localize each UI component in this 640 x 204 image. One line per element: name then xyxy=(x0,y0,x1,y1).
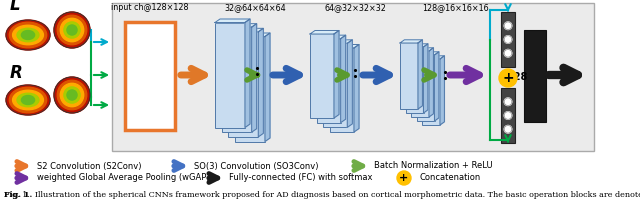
Ellipse shape xyxy=(13,25,44,45)
Polygon shape xyxy=(221,24,257,27)
Polygon shape xyxy=(440,56,444,125)
Text: weighted Global Average Pooling (wGAP): weighted Global Average Pooling (wGAP) xyxy=(37,173,210,183)
Ellipse shape xyxy=(13,90,44,110)
Ellipse shape xyxy=(10,87,47,113)
Circle shape xyxy=(397,171,411,185)
Text: Concatenation: Concatenation xyxy=(419,173,480,183)
Polygon shape xyxy=(330,44,359,48)
Text: +: + xyxy=(502,71,514,85)
Circle shape xyxy=(504,125,512,133)
Circle shape xyxy=(504,98,512,105)
Ellipse shape xyxy=(64,22,80,38)
Bar xyxy=(228,32,259,137)
Bar xyxy=(317,39,340,123)
Ellipse shape xyxy=(54,77,90,113)
Bar xyxy=(125,22,175,130)
Text: SO(3) Convolution (SO3Conv): SO(3) Convolution (SO3Conv) xyxy=(194,162,319,171)
Polygon shape xyxy=(406,44,428,47)
Bar xyxy=(400,43,418,109)
Polygon shape xyxy=(417,52,439,55)
FancyBboxPatch shape xyxy=(112,3,594,151)
Bar xyxy=(422,59,440,125)
Bar xyxy=(501,88,515,143)
Polygon shape xyxy=(429,48,433,117)
Text: Fig. 1.  Illustration of the spherical CNNs framework proposed for AD diagnosis : Fig. 1. Illustration of the spherical CN… xyxy=(4,191,640,199)
Ellipse shape xyxy=(60,18,84,42)
Text: Fig. 1.: Fig. 1. xyxy=(4,191,32,199)
Polygon shape xyxy=(418,40,422,109)
Ellipse shape xyxy=(64,87,80,103)
Ellipse shape xyxy=(17,93,39,107)
Circle shape xyxy=(504,22,512,30)
Bar xyxy=(235,37,265,142)
Bar xyxy=(310,34,334,118)
Ellipse shape xyxy=(6,85,50,115)
Bar xyxy=(501,12,515,67)
Text: 128: 128 xyxy=(508,72,528,82)
Polygon shape xyxy=(334,31,339,118)
Polygon shape xyxy=(215,19,250,22)
Bar xyxy=(411,51,429,117)
Polygon shape xyxy=(252,24,257,132)
Text: input ch@128×128: input ch@128×128 xyxy=(111,3,189,12)
Bar xyxy=(323,43,348,127)
Bar xyxy=(417,55,435,121)
Ellipse shape xyxy=(6,20,50,50)
Circle shape xyxy=(504,112,512,119)
Bar xyxy=(524,30,546,122)
Polygon shape xyxy=(323,40,353,43)
Polygon shape xyxy=(310,31,339,34)
Polygon shape xyxy=(228,28,263,32)
Text: 128@16×16×16: 128@16×16×16 xyxy=(422,3,488,12)
Text: Batch Normalization + ReLU: Batch Normalization + ReLU xyxy=(374,162,493,171)
Ellipse shape xyxy=(21,95,35,104)
Circle shape xyxy=(499,69,517,87)
Polygon shape xyxy=(265,33,270,142)
Polygon shape xyxy=(340,35,346,123)
Text: 64@32×32×32: 64@32×32×32 xyxy=(324,3,386,12)
Bar xyxy=(406,47,424,113)
Text: S2 Convolution (S2Conv): S2 Convolution (S2Conv) xyxy=(37,162,141,171)
Text: +: + xyxy=(399,173,408,183)
Ellipse shape xyxy=(21,31,35,40)
Ellipse shape xyxy=(17,28,39,42)
Circle shape xyxy=(504,36,512,43)
Polygon shape xyxy=(422,56,444,59)
Polygon shape xyxy=(400,40,422,43)
Polygon shape xyxy=(235,33,270,37)
Text: Fully-connected (FC) with softmax: Fully-connected (FC) with softmax xyxy=(229,173,372,183)
Polygon shape xyxy=(424,44,428,113)
Ellipse shape xyxy=(67,25,77,35)
Polygon shape xyxy=(317,35,346,39)
Bar xyxy=(330,48,354,132)
Text: L: L xyxy=(10,0,20,14)
Text: 32@64×64×64: 32@64×64×64 xyxy=(224,3,286,12)
Polygon shape xyxy=(348,40,353,127)
Ellipse shape xyxy=(10,22,47,48)
Text: R: R xyxy=(10,64,23,82)
Bar xyxy=(221,27,252,132)
Polygon shape xyxy=(354,44,359,132)
Polygon shape xyxy=(411,48,433,51)
Polygon shape xyxy=(245,19,250,128)
Ellipse shape xyxy=(57,80,87,110)
Ellipse shape xyxy=(54,12,90,48)
Circle shape xyxy=(504,49,512,57)
Polygon shape xyxy=(435,52,439,121)
Ellipse shape xyxy=(60,83,84,107)
Ellipse shape xyxy=(57,15,87,45)
Polygon shape xyxy=(259,28,263,137)
Ellipse shape xyxy=(67,90,77,100)
Bar xyxy=(215,22,245,128)
